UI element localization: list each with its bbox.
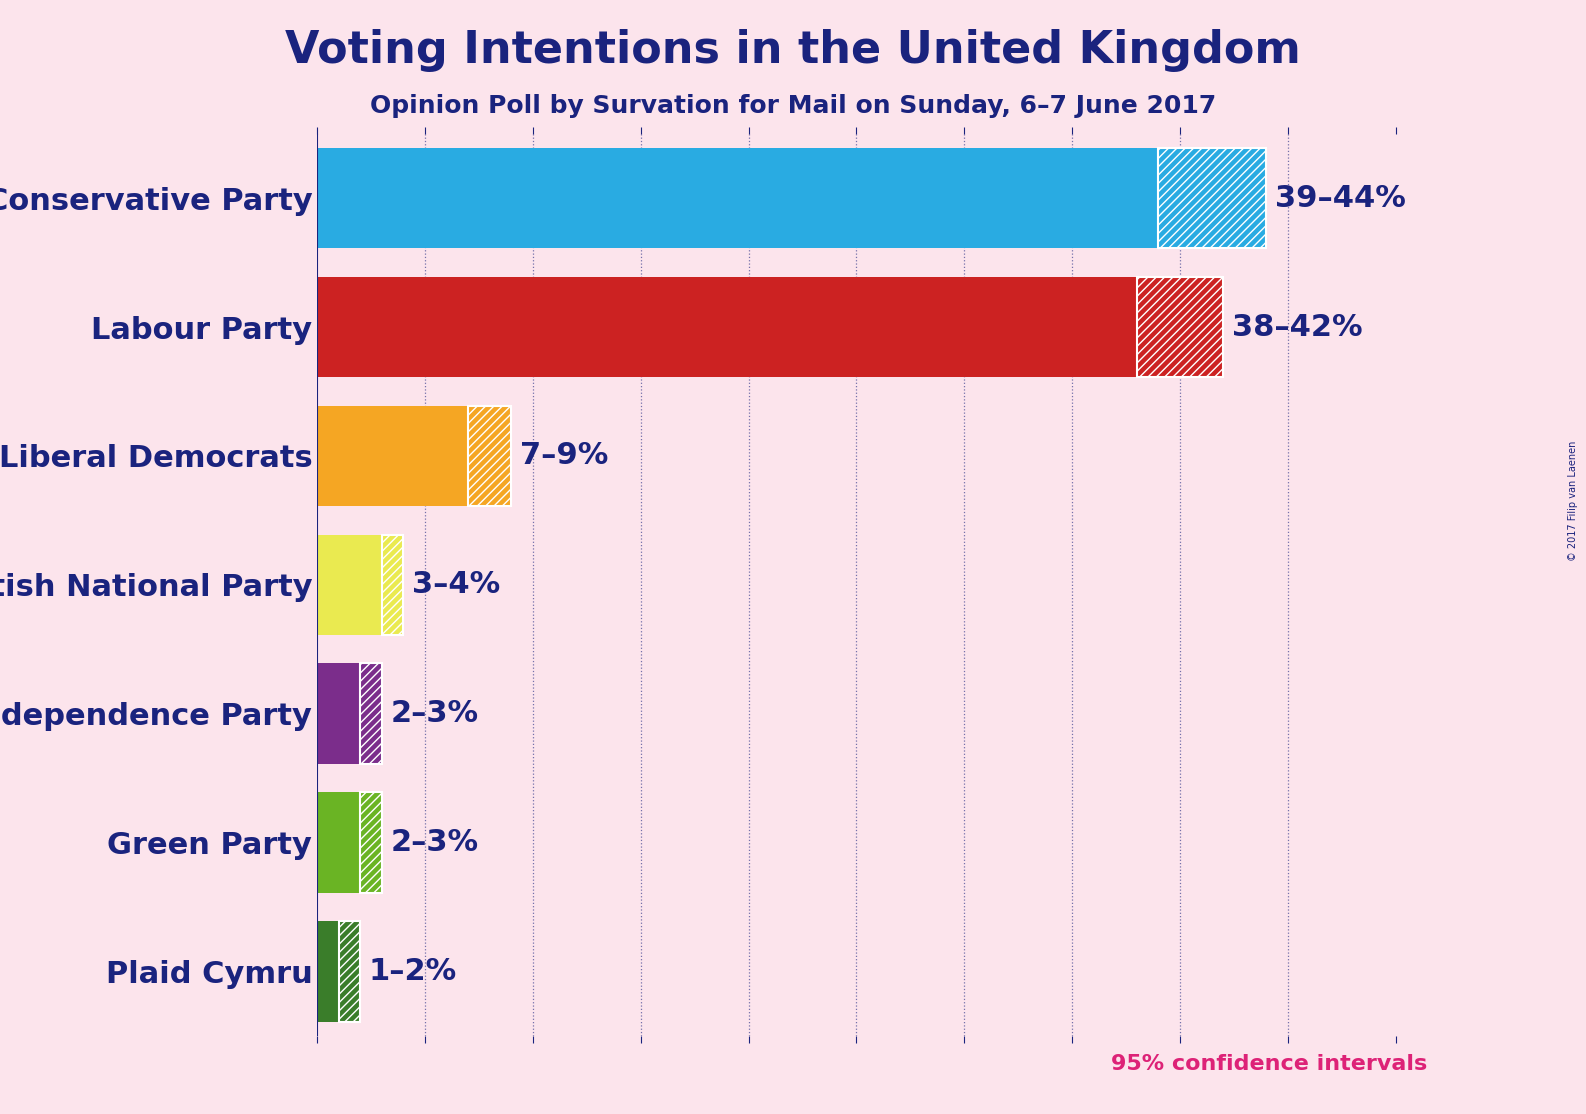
Text: 1–2%: 1–2% [370, 957, 457, 986]
Bar [1158, 148, 1266, 248]
Text: 38–42%: 38–42% [1232, 313, 1362, 342]
Text: 95% confidence intervals: 95% confidence intervals [1112, 1054, 1427, 1074]
Bar [317, 535, 403, 635]
Bar [468, 405, 511, 506]
Bar [317, 921, 360, 1022]
Text: 2–3%: 2–3% [390, 700, 479, 729]
Bar [317, 405, 511, 506]
Bar [317, 276, 1223, 378]
Bar [360, 664, 382, 764]
Text: 3–4%: 3–4% [412, 570, 500, 599]
Text: 2–3%: 2–3% [390, 828, 479, 857]
Bar [360, 792, 382, 893]
Bar [317, 792, 382, 893]
Text: © 2017 Filip van Laenen: © 2017 Filip van Laenen [1569, 441, 1578, 561]
Bar [339, 921, 360, 1022]
Bar [317, 148, 1266, 248]
Bar [382, 535, 403, 635]
Text: 7–9%: 7–9% [520, 441, 609, 470]
Text: Opinion Poll by Survation for Mail on Sunday, 6–7 June 2017: Opinion Poll by Survation for Mail on Su… [370, 94, 1216, 118]
Text: 39–44%: 39–44% [1275, 184, 1405, 213]
Bar [317, 664, 382, 764]
Bar [1137, 276, 1223, 378]
Text: Voting Intentions in the United Kingdom: Voting Intentions in the United Kingdom [285, 29, 1301, 71]
